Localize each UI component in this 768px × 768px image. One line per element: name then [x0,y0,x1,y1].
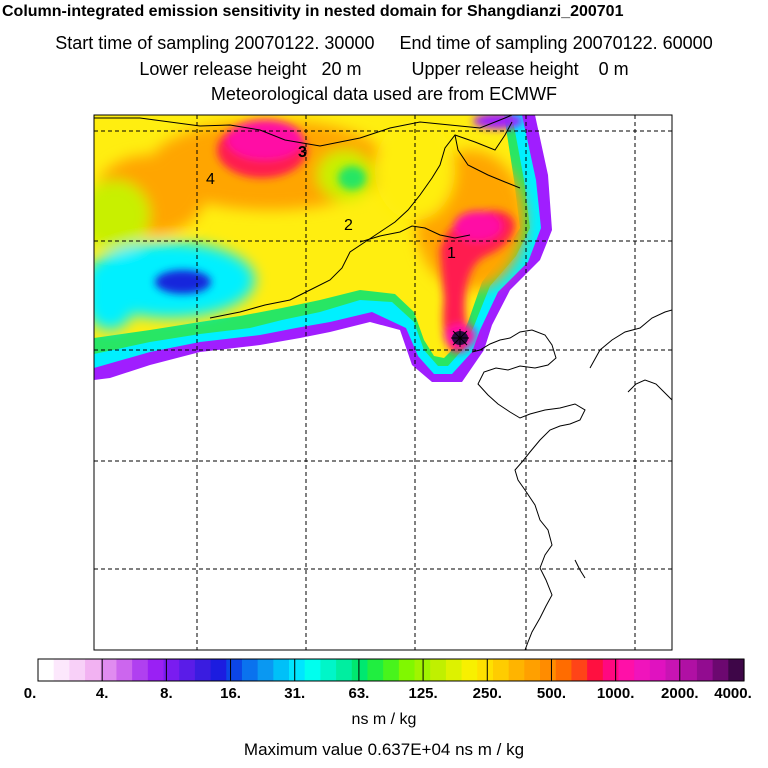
colorbar-swatch [100,659,118,681]
colorbar-swatch [461,659,478,681]
colorbar-swatch [194,659,212,681]
met-data-line: Meteorological data used are from ECMWF [210,84,558,104]
map-gridlines [94,115,672,650]
colorbar-swatch [179,659,196,681]
colorbar-swatch [430,659,447,681]
figure-title: Column-integrated emission sensitivity i… [2,3,624,20]
colorbar-swatch [618,659,635,681]
sampling-time-line: Start time of sampling 20070122. 30000 E… [55,33,713,53]
colorbar-swatch [649,659,667,681]
colorbar-tick-label: 125. [408,685,438,702]
region-label-2: 2 [344,217,353,234]
colorbar-swatch [273,659,290,681]
magenta-region-north [227,120,303,160]
colorbar-tick-label: 4. [95,685,109,702]
colorbar-tick-label: 16. [220,685,241,702]
colorbar-tick-label: 4000. [714,685,752,702]
colorbar-swatch [696,659,714,681]
colorbar-tick-label: 0. [23,685,37,702]
colorbar-swatch [508,659,525,681]
colorbar-swatch [367,659,384,681]
colorbar-swatch [132,659,149,681]
region-label-1: 1 [447,245,456,262]
colorbar-swatch [257,659,274,681]
yellow-region-east [375,120,455,220]
colorbar-swatch [85,659,102,681]
colorbar-swatch [289,659,306,681]
colorbar-tick-label: 2000. [661,685,699,702]
colorbar-swatch [53,659,70,681]
colorbar-swatch [210,659,227,681]
green-region-west [94,180,150,250]
coastlines-and-borders [94,115,672,650]
colorbar-swatch [147,659,165,681]
colorbar-units: ns m / kg [351,711,417,728]
colorbar-swatch [304,659,321,681]
colorbar-swatch [163,659,180,681]
colorbar-tick-label: 250. [472,685,502,702]
colorbar-swatch [634,659,651,681]
colorbar-swatch [477,659,494,681]
colorbar-swatch [681,659,698,681]
colorbar-tick-label: 1000. [596,685,635,702]
colorbar-swatch [571,659,588,681]
red-plume-east [440,210,515,353]
colorbar-tick-label: 500. [536,685,567,702]
colorbar-swatch [116,659,133,681]
colorbar-swatch [320,659,337,681]
colorbar-tick-label: 31. [284,685,306,702]
release-height-line: Lower release height 20 m Upper release … [139,59,629,79]
region-label-4: 4 [206,171,215,188]
colorbar-swatch [351,659,369,681]
colorbar-swatch [602,659,620,681]
colorbar-swatch [712,659,729,681]
colorbar-swatch [383,659,400,681]
colorbar-swatch [38,659,55,681]
colorbar-swatch [241,659,259,681]
colorbar-frame [37,658,745,682]
colorbar-swatch [398,659,416,681]
colorbar-swatch [728,659,745,681]
colorbar-tick-label: 8. [160,685,173,702]
colorbar-swatch [445,659,463,681]
colorbar-swatch [524,659,541,681]
colorbar-swatch [587,659,604,681]
colorbar-swatch [555,659,573,681]
colorbar-swatch [69,659,86,681]
blue-spot-west [155,270,211,294]
colorbar-swatch [336,659,353,681]
cyan-region-west [94,270,135,330]
map-frame [93,114,673,651]
region-label-3: 3 [298,144,307,161]
sensitivity-field [94,115,552,382]
colorbar [37,658,745,682]
colorbar-swatch [492,659,510,681]
green-spot-center [338,166,366,190]
maximum-value-line: Maximum value 0.637E+04 ns m / kg [243,740,525,759]
colorbar-swatch [665,659,682,681]
colorbar-swatch [540,659,557,681]
colorbar-tick-label: 63. [348,685,370,702]
magenta-region-east [454,211,502,241]
colorbar-swatch [226,659,243,681]
